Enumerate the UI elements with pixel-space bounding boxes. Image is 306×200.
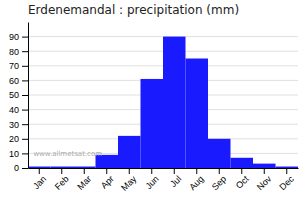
x-tick-mark [174, 168, 175, 174]
y-tick-label: 70 [9, 61, 19, 71]
x-tick: Jun [143, 168, 160, 191]
bar [253, 164, 276, 168]
x-tick: Sep [210, 168, 228, 192]
y-tick-label: 0 [14, 163, 19, 173]
x-tick-label: Oct [234, 173, 251, 190]
x-tick-label: Dec [277, 173, 296, 192]
x-tick-label: Jun [143, 174, 160, 191]
y-axis: 0 10 20 30 40 50 60 70 80 90 [9, 23, 29, 174]
y-tick: 40 [9, 105, 28, 115]
y-tick-mark [22, 51, 28, 52]
y-tick-label: 10 [9, 149, 19, 159]
x-tick-mark [219, 168, 220, 174]
y-tick-label: 30 [9, 120, 19, 130]
x-tick: Aug [187, 168, 205, 192]
y-tick-mark [22, 124, 28, 125]
bar [163, 37, 186, 168]
y-tick-label: 90 [9, 32, 19, 42]
plot: 0 10 20 30 40 50 60 70 80 90 Jan FebMar AprMay Jun Jul… [9, 23, 299, 193]
y-tick-mark [22, 139, 28, 140]
y-tick: 10 [9, 149, 28, 159]
x-tick-mark [241, 168, 242, 174]
bar [141, 79, 164, 168]
y-tick-mark [22, 110, 28, 111]
x-tick-mark [264, 168, 265, 174]
y-tick: 30 [9, 120, 28, 130]
y-tick-mark [22, 95, 28, 96]
x-tick: Nov [255, 168, 274, 192]
y-tick: 60 [9, 76, 28, 86]
x-tick-label: Jul [168, 174, 183, 189]
y-tick-mark [22, 153, 28, 154]
y-axis-line [28, 23, 29, 169]
x-tick-mark [106, 168, 107, 174]
y-tick: 0 [14, 163, 28, 173]
y-tick: 20 [9, 134, 28, 144]
grid [28, 37, 298, 168]
x-tick-mark [84, 168, 85, 174]
y-tick: 50 [9, 90, 28, 100]
x-tick-mark [39, 168, 40, 174]
x-axis: Jan FebMar AprMay Jun Jul Aug Sep OctNovDec [29, 168, 299, 193]
bar [118, 136, 141, 168]
x-tick-mark [61, 168, 62, 174]
x-tick-mark [151, 168, 152, 174]
x-tick-label: Apr [99, 174, 116, 191]
bar [28, 167, 51, 168]
x-tick: Feb [53, 168, 71, 192]
y-tick: 80 [9, 47, 28, 57]
bar [208, 139, 231, 168]
bar [276, 167, 299, 168]
x-tick-mark [196, 168, 197, 174]
x-tick-label: May [119, 173, 138, 192]
watermark: www.allmetsat.com [33, 150, 102, 158]
x-tick-label: Aug [187, 174, 205, 192]
bars [28, 37, 298, 168]
x-tick: Jul [168, 168, 183, 189]
y-tick-label: 80 [9, 47, 19, 57]
y-tick: 90 [9, 32, 28, 42]
x-tick: Dec [277, 168, 296, 192]
bar [73, 167, 96, 168]
x-tick: Mar [75, 168, 93, 192]
x-tick-label: Jan [31, 174, 48, 191]
y-tick-label: 20 [9, 134, 19, 144]
y-tick-mark [22, 168, 28, 169]
y-tick-label: 60 [9, 76, 19, 86]
x-tick-mark [286, 168, 287, 174]
y-tick-label: 50 [9, 90, 19, 100]
x-tick: Apr [99, 168, 116, 191]
y-tick: 70 [9, 61, 28, 71]
chart: 0 10 20 30 40 50 60 70 80 90 Jan FebMar AprMay Jun Jul… [0, 0, 306, 200]
bar [186, 59, 209, 169]
x-tick: May [119, 168, 138, 193]
x-tick-label: Sep [210, 174, 228, 192]
bar [231, 158, 254, 168]
x-tick-label: Nov [255, 173, 274, 192]
y-tick-mark [22, 37, 28, 38]
x-tick: Jan [31, 168, 48, 191]
title: Erdenemandal : precipitation (mm) [28, 3, 239, 17]
y-tick-mark [22, 80, 28, 81]
y-tick-mark [22, 66, 28, 67]
y-tick-label: 40 [9, 105, 19, 115]
x-tick-mark [129, 168, 130, 174]
x-tick-label: Feb [53, 174, 71, 192]
bar [51, 167, 74, 168]
x-tick-label: Mar [75, 174, 93, 192]
x-tick: Oct [234, 168, 251, 191]
x-axis-line [29, 168, 299, 169]
